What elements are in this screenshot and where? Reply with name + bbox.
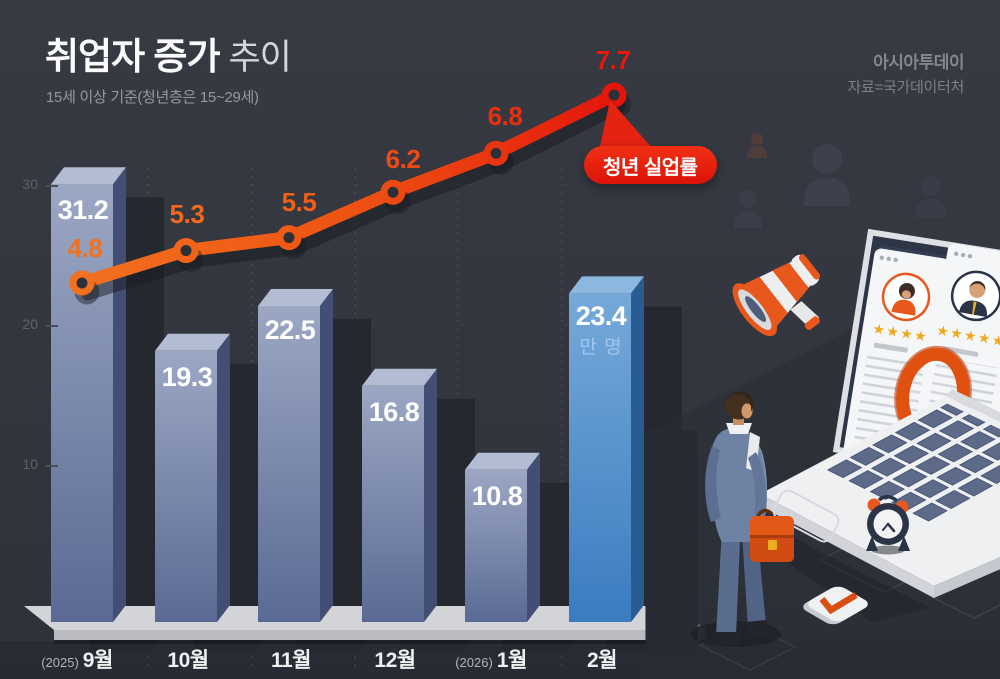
tick-mark [46,185,58,187]
resume-heading-line [873,342,908,353]
resume-card-left: ★★★★ [843,248,950,468]
data-credit: 자료=국가데이터처 [847,79,965,97]
briefcase-icon [750,508,794,562]
background-avatar-icons [734,133,947,228]
x-label-dec: 12월 [374,649,416,672]
megaphone-icon [732,254,821,337]
circuit-decor [652,468,1000,671]
x-label-oct: 10월 [167,649,209,672]
bar-value-dec: 16.8 [368,397,420,427]
title-main: 취업자 증가 [45,36,220,77]
resume-card-right: ★★★★★ [910,243,1000,479]
x-label-jan: (2026) 1월 [455,649,527,672]
laptop [726,389,1000,622]
resume-text-lines [918,357,999,471]
check-icon [819,592,858,615]
bar-value-sep: 31.2 [57,195,109,225]
illustration-shadow-zone [645,254,1000,679]
resume-heading-line [942,346,979,357]
window-dots-icon [953,251,973,259]
youth-unemployment-badge: 청년 실업률 [584,146,717,184]
tick-mark [46,465,58,467]
dark-panel [646,430,698,660]
resume-text-lines [852,353,925,460]
tick-mark [46,325,58,327]
female-avatar-icon [881,272,931,322]
platform [24,606,706,644]
keyboard-keys [826,402,1000,522]
line-value-2: 5.3 [169,199,205,229]
page-title: 취업자 증가 추이 [45,26,292,80]
unemployment-line [69,82,632,305]
bar-value-oct: 19.3 [161,362,213,392]
line-value-6: 7.7 [595,45,631,75]
x-label-feb: 2월 [587,649,618,672]
male-avatar-icon [950,270,1000,322]
bar-unit-label: 만 명 [579,337,623,358]
alarm-clock-icon [866,495,910,555]
bar-value-jan: 10.8 [471,481,523,511]
star-rating-4: ★★★★ [871,320,929,345]
check-tile-icon [803,586,868,625]
laptop-screen [832,228,1000,481]
businessman [691,391,794,647]
brand-logo: 아시아투데이 [873,53,964,72]
window-dots-icon [879,255,898,263]
bar-value-feb: 23.4 [575,301,627,331]
title-sub: 추이 [228,38,291,77]
x-label-nov: 11월 [270,649,312,672]
line-value-3: 5.5 [281,187,317,217]
trackpad [772,489,840,543]
magnifier-icon [894,345,972,465]
bar-value-nov: 22.5 [264,315,316,345]
line-value-5: 6.8 [487,101,523,131]
bars [51,167,644,622]
page-subtitle: 15세 이상 기준(청년층은 15~29세) [46,89,259,106]
line-value-4: 6.2 [385,144,421,174]
y-tick-20: 20 [0,316,58,332]
line-value-1: 4.8 [67,233,103,263]
y-tick-10: 10 [0,456,58,472]
source-block: 아시아투데이 자료=국가데이터처 [847,50,965,100]
star-rating-5: ★★★★★ [935,322,1000,350]
y-tick-30: 30 [0,176,58,192]
x-label-sep: (2025) 9월 [41,649,113,672]
